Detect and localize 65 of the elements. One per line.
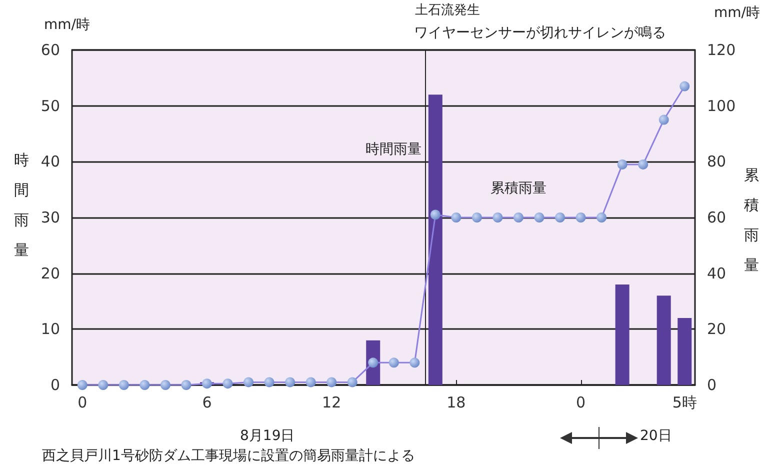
point [368,358,378,368]
point [410,358,420,368]
y-tick-label: 50 [40,96,60,115]
y-tick-label: 10 [40,320,60,338]
y2-tick-label: 0 [707,376,717,394]
text: 8月19日 [240,427,295,445]
text: mm/時 [44,16,90,34]
series-label: 時間雨量 [365,142,422,158]
point [430,210,440,220]
ref-line-label: 土石流発生 [415,2,480,18]
point [513,212,524,222]
point [244,377,254,388]
point [140,380,150,390]
point [285,377,296,388]
y-tick-label: 60 [40,41,60,59]
y-tick-label: 40 [40,152,60,171]
point [617,159,628,170]
bar [428,94,442,385]
point [492,212,503,222]
x-tick-label: 6 [202,394,212,412]
bar [656,296,671,385]
text: 20日 [640,427,672,445]
point [658,114,669,125]
text: 西之貝戸川1号砂防ダム工事現場に設置の簡易雨量計による [42,447,415,465]
point [326,377,337,388]
bar [615,284,630,385]
point [596,212,607,222]
y-tick-label: 30 [40,208,60,226]
y2-tick-label: 80 [707,152,726,171]
y2-tick-label: 60 [707,208,726,226]
y2-axis-title: 累積雨量 [744,165,760,276]
y2-tick-label: 120 [707,41,736,59]
point [98,380,108,390]
y-tick-label: 0 [50,376,60,394]
point [451,212,462,222]
x-tick-label: 0 [78,394,88,412]
point [388,358,399,368]
point [222,378,233,389]
point [472,212,482,222]
point [306,377,316,388]
y-tick-label: 20 [40,264,60,282]
point [160,380,170,390]
x-tick-label: 0 [576,394,586,412]
point [555,212,566,222]
text: mm/時 [714,4,760,22]
point [534,212,544,222]
point [77,380,88,390]
point [680,81,690,92]
point [347,377,358,388]
point [638,159,648,170]
series-label: 累積雨量 [490,180,546,196]
point [118,380,129,390]
point [202,378,212,389]
point [576,212,586,222]
text: ワイヤーセンサーが切れサイレンが鳴る [414,24,666,42]
x-tick-label: 12 [322,394,342,412]
y2-tick-label: 100 [707,96,736,115]
y-axis-title: 時間雨量 [14,150,30,261]
x-tick-label: 18 [446,394,466,412]
y2-tick-label: 20 [707,320,726,338]
point [181,380,192,390]
y2-tick-label: 40 [707,264,726,282]
bar [678,318,692,385]
x-tick-label: 5時 [672,394,697,412]
point [264,377,274,388]
